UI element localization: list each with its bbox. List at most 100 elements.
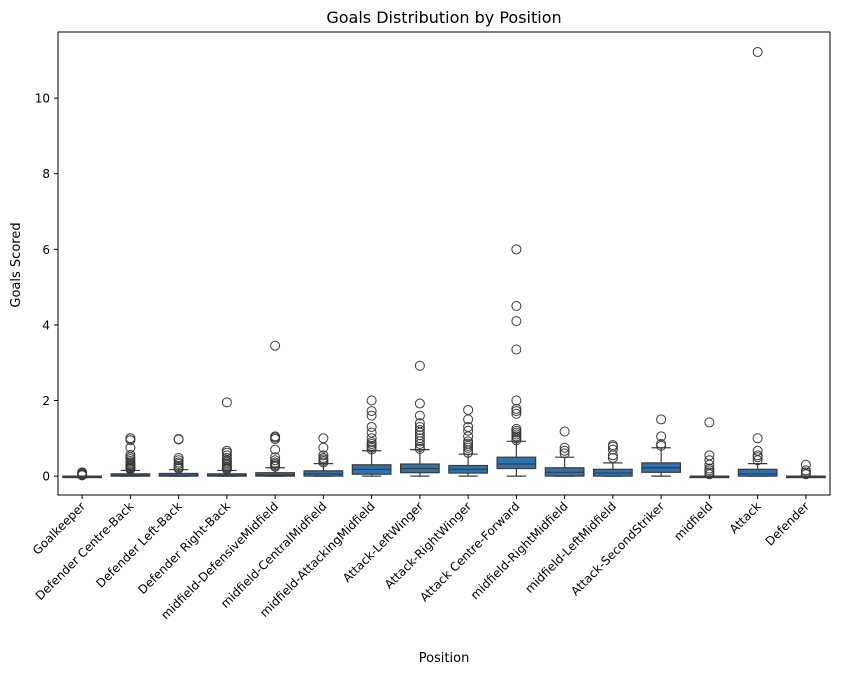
outlier-point [173,434,184,445]
outlier-point [559,445,570,456]
outlier-point [463,404,474,415]
outlier-point [752,433,763,444]
outlier-point [463,425,474,436]
outlier-point [704,455,715,466]
outlier-point [607,444,618,455]
x-tick-label: Defender Centre-Back [33,499,137,603]
plot-area [62,47,826,481]
x-tick-label: midfield-RightMidfield [468,499,571,602]
outlier-point [511,408,522,419]
box-group [544,426,585,477]
outlier-point [414,418,425,429]
outlier-point [173,457,184,468]
outlier-point [559,426,570,437]
outlier-point [366,410,377,421]
outlier-point [414,433,425,444]
x-tick-label: Defender [763,499,812,548]
x-tick-label: midfield-LeftMidfield [522,499,619,596]
box-group [62,467,103,481]
outlier-point [511,316,522,327]
outlier-point [173,452,184,463]
box-group [158,434,199,477]
outlier-point [318,433,329,444]
outlier-point [752,450,763,461]
box-group [303,433,344,477]
outlier-point [270,340,281,351]
outlier-point [125,449,136,460]
outlier-point [366,406,377,417]
outlier-point [511,406,522,417]
outlier-point [511,423,522,434]
outlier-point [704,463,715,474]
outlier-point [366,395,377,406]
plot-frame [57,31,831,496]
x-tick-label: Defender Left-Back [93,499,184,590]
box-group [737,47,778,477]
box-group [255,340,296,477]
outlier-point [511,395,522,406]
outlier-point [800,459,811,470]
box-iqr [737,468,778,477]
y-tick-label: 6 [42,243,50,257]
outlier-point [270,431,281,442]
y-tick-label: 2 [42,394,50,408]
outlier-point [125,433,136,444]
outlier-point [270,455,281,466]
outlier-point [704,450,715,461]
outlier-point [77,467,88,478]
y-tick-label: 0 [42,470,50,484]
x-tick-label: Attack [727,499,764,536]
outlier-point [221,450,232,461]
outlier-point [800,465,811,476]
outlier-point [270,452,281,463]
outlier-point [366,433,377,444]
outlier-point [511,301,522,312]
y-axis: 0 2 4 6 8 10 [35,92,58,484]
outlier-point [607,440,618,451]
outlier-point [221,452,232,463]
outlier-point [463,421,474,432]
outlier-point [414,424,425,435]
outlier-point [463,436,474,447]
box-group [110,433,151,477]
y-tick-label: 8 [42,167,50,181]
outlier-point [414,398,425,409]
outlier-point [511,344,522,355]
outlier-point [414,421,425,432]
outlier-point [704,417,715,428]
y-axis-label: Goals Scored [9,222,24,307]
outlier-point [511,244,522,255]
outlier-point [414,410,425,421]
box-group [399,360,440,477]
outlier-point [511,403,522,414]
chart-title: Goals Distribution by Position [326,8,561,27]
outlier-point [318,450,329,461]
outlier-point [656,414,667,425]
outlier-point [366,421,377,432]
outlier-point [414,430,425,441]
outlier-point [366,427,377,438]
outlier-point [221,445,232,456]
box-group [496,244,537,477]
x-tick-label: Attack Centre-Forward [417,499,522,604]
outlier-point [270,444,281,455]
outlier-point [607,452,618,463]
box-group [785,459,826,480]
outlier-point [270,457,281,468]
outlier-point [656,438,667,449]
box-group [689,417,730,480]
outlier-point [559,448,570,459]
outlier-point [173,455,184,466]
outlier-point [559,442,570,453]
outlier-point [752,47,763,58]
outlier-point [752,445,763,456]
box-iqr [496,456,537,470]
outlier-point [463,438,474,449]
y-tick-label: 10 [35,92,50,106]
box-group [592,440,633,477]
x-tick-label: Defender Right-Back [135,499,233,597]
outlier-point [656,431,667,442]
outlier-point [221,397,232,408]
